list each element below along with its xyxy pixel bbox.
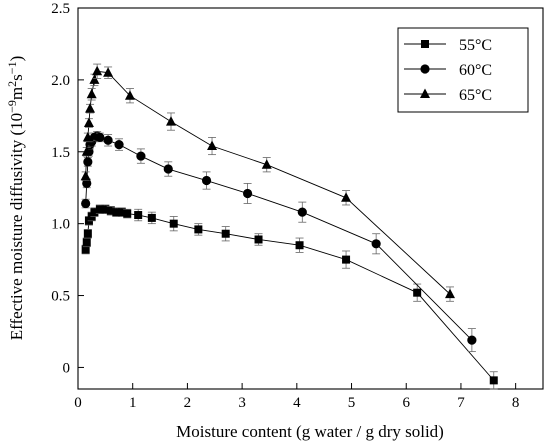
data-point: [85, 103, 96, 113]
data-point: [90, 208, 99, 217]
data-point: [101, 205, 110, 214]
legend-marker: [420, 64, 430, 74]
data-point: [489, 376, 498, 385]
x-tick-label: 0: [74, 395, 82, 411]
x-tick-label: 3: [238, 395, 246, 411]
data-point: [82, 178, 92, 189]
x-tick-label: 4: [293, 395, 301, 411]
data-point: [242, 188, 253, 199]
data-point: [295, 241, 304, 250]
data-point: [114, 139, 124, 150]
data-point: [445, 288, 455, 299]
y-tick-label: 1.5: [51, 145, 70, 161]
data-point: [221, 229, 230, 238]
data-point: [92, 65, 103, 76]
data-point: [371, 239, 381, 249]
y-tick-label: 2.0: [51, 73, 70, 89]
data-point: [201, 175, 212, 186]
data-point: [194, 225, 203, 234]
series-circle: [81, 131, 477, 353]
x-tick-label: 6: [402, 395, 410, 411]
y-tick-label: 0: [63, 360, 71, 376]
y-tick-label: 0.5: [51, 289, 70, 305]
data-point: [134, 211, 143, 220]
legend-label: 65°C: [459, 87, 492, 104]
data-point: [254, 235, 263, 244]
legend-box: [397, 27, 529, 113]
legend-label: 60°C: [459, 62, 492, 79]
x-tick-label: 1: [129, 395, 137, 411]
legend: 55°C 60°C 65°C: [397, 27, 529, 113]
data-point: [147, 213, 156, 222]
data-point: [163, 164, 173, 174]
data-point: [81, 146, 92, 156]
plot-frame: [77, 7, 544, 390]
data-point: [136, 151, 146, 161]
data-point: [103, 67, 114, 77]
series-layer: [80, 63, 498, 390]
y-tick-label: 2.5: [51, 1, 70, 17]
legend-marker: [420, 88, 430, 98]
data-point: [207, 140, 218, 151]
series-square: [81, 204, 498, 390]
data-point: [89, 74, 100, 84]
data-point: [86, 88, 97, 99]
data-point: [106, 206, 115, 215]
data-point: [166, 116, 176, 126]
data-point: [83, 229, 92, 238]
data-point: [297, 207, 307, 217]
data-point: [261, 159, 272, 169]
data-point: [103, 135, 113, 145]
axis-ticks: 0 1 2 3 4 5 6 7 8 0 0.5 1.0 1.5 2.0 2.5: [51, 1, 519, 411]
data-point: [124, 90, 135, 100]
data-point: [95, 132, 105, 142]
data-point: [342, 255, 351, 264]
legend-marker: [421, 40, 429, 48]
data-point: [413, 288, 422, 297]
data-point: [82, 131, 93, 142]
data-point: [82, 238, 91, 247]
legend-label: 55°C: [459, 37, 492, 54]
series-line: [85, 70, 451, 295]
x-tick-label: 5: [348, 395, 356, 411]
data-point: [80, 170, 91, 181]
data-point: [112, 208, 121, 217]
x-tick-label: 7: [457, 395, 465, 411]
x-tick-label: 8: [512, 395, 520, 411]
series-line: [85, 208, 495, 381]
series-line: [85, 135, 473, 341]
data-point: [123, 209, 132, 218]
data-point: [83, 117, 94, 128]
data-point: [117, 208, 126, 217]
data-point: [467, 335, 477, 345]
data-point: [95, 205, 104, 214]
x-tick-label: 2: [184, 395, 192, 411]
x-axis-title: Moisture content (g water / g dry solid): [176, 422, 444, 441]
y-axis-title: Effective moisture diffusivity (10−9m2s−…: [5, 56, 26, 341]
data-point: [169, 219, 178, 228]
data-point: [341, 192, 352, 202]
series-triangle: [80, 63, 455, 302]
data-point: [83, 157, 93, 167]
data-point: [81, 245, 90, 254]
data-point: [81, 198, 91, 209]
y-tick-label: 1.0: [51, 217, 70, 233]
